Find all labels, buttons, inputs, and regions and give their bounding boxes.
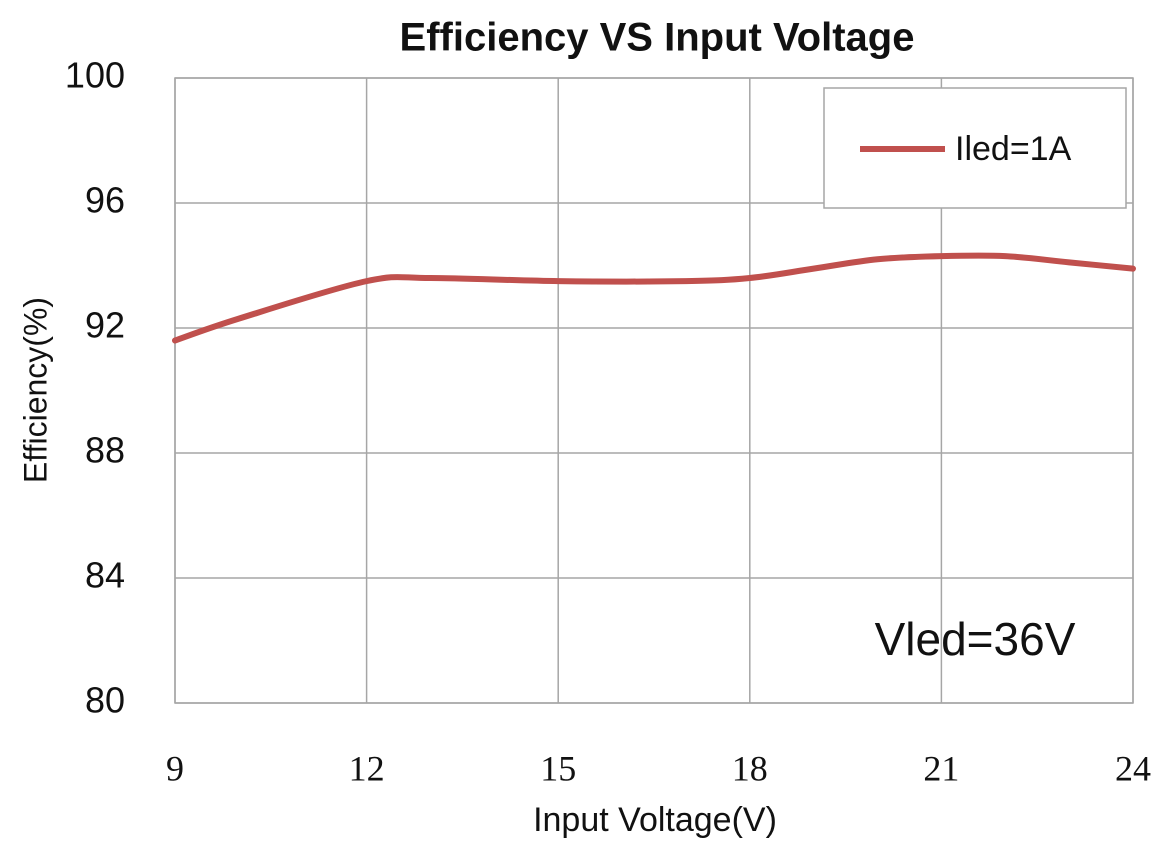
y-tick-label: 92 — [85, 305, 125, 346]
x-axis-label: Input Voltage(V) — [533, 801, 777, 839]
y-tick-label: 88 — [85, 430, 125, 471]
y-tick-label: 96 — [85, 180, 125, 221]
x-tick-label: 9 — [166, 748, 184, 788]
x-tick-label: 15 — [540, 748, 576, 788]
plot-frame — [174, 77, 1134, 704]
y-tick-label: 80 — [85, 680, 125, 721]
data-line — [172, 252, 1136, 344]
legend-label: Iled=1A — [955, 130, 1072, 168]
y-tick-label: 84 — [85, 555, 125, 596]
y-tick-label: 100 — [65, 55, 125, 96]
x-tick-label: 18 — [732, 748, 768, 788]
x-tick-label: 12 — [349, 748, 385, 788]
x-tick-label: 24 — [1115, 748, 1151, 788]
y-axis-label: Efficiency(%) — [17, 297, 53, 483]
chart-title: Efficiency VS Input Voltage — [400, 16, 915, 60]
x-tick-label: 21 — [923, 748, 959, 788]
annotation: Vled=36V — [875, 613, 1076, 665]
